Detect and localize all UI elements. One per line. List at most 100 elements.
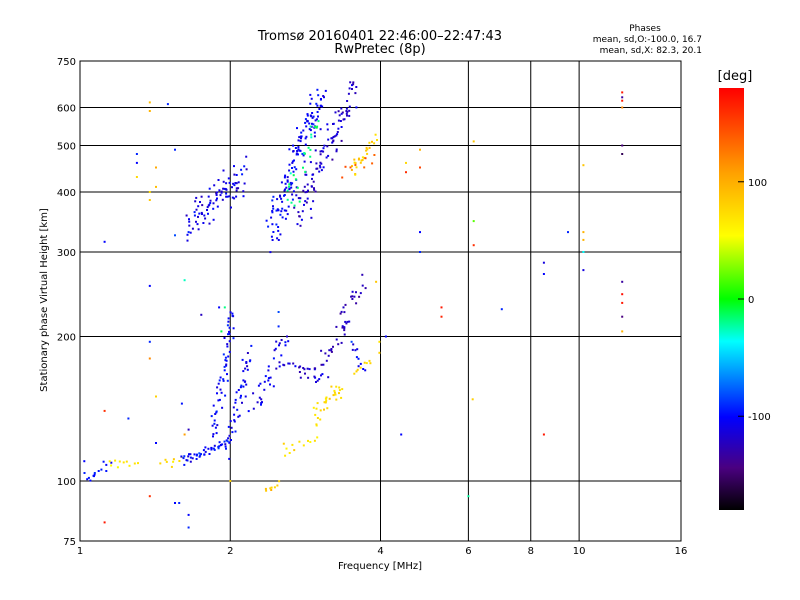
data-point [222, 378, 225, 381]
data-point [220, 444, 222, 447]
data-point [300, 137, 302, 140]
data-point [286, 198, 289, 201]
data-point [305, 190, 308, 193]
data-point [148, 101, 151, 104]
data-point [346, 110, 349, 113]
data-point [371, 162, 374, 165]
data-point [227, 177, 230, 180]
data-point [621, 144, 624, 147]
data-point [312, 180, 315, 183]
data-point [271, 210, 274, 212]
data-point [340, 126, 343, 128]
data-point [340, 310, 343, 313]
data-point [285, 447, 288, 450]
data-point [244, 380, 247, 383]
data-point [286, 213, 289, 216]
data-point [233, 165, 235, 168]
data-point [239, 396, 242, 399]
data-point [350, 168, 353, 171]
data-point [318, 108, 321, 110]
data-point [323, 401, 326, 404]
data-point [297, 153, 299, 156]
data-point [376, 139, 378, 141]
data-point [291, 182, 294, 185]
data-point [227, 317, 230, 320]
grid-lines [80, 61, 681, 541]
data-point [344, 303, 347, 306]
data-point [374, 133, 377, 136]
y-tick-label: 200 [57, 333, 76, 344]
data-point [276, 237, 279, 240]
data-point [284, 188, 286, 191]
data-point [333, 389, 336, 392]
data-point [228, 330, 230, 333]
data-point [196, 453, 198, 456]
data-point [283, 194, 286, 196]
x-tick-label: 6 [465, 546, 471, 557]
data-point [281, 216, 284, 219]
data-point [103, 240, 106, 243]
data-point [297, 211, 300, 214]
data-point [285, 209, 288, 212]
data-point [210, 447, 213, 450]
data-point [471, 398, 474, 401]
data-point [345, 112, 348, 115]
data-point [293, 206, 296, 209]
data-point [207, 447, 210, 450]
data-point [400, 433, 403, 436]
data-point [224, 359, 227, 362]
data-point [297, 148, 300, 151]
data-point [295, 194, 298, 197]
data-point [327, 354, 330, 357]
data-point [326, 123, 329, 126]
data-point [336, 133, 339, 136]
data-point [340, 341, 343, 344]
data-point [334, 111, 337, 114]
data-point [217, 179, 220, 181]
data-point [214, 426, 217, 429]
data-point [275, 340, 278, 343]
data-point [240, 168, 243, 171]
data-point [344, 320, 347, 323]
data-point [267, 365, 270, 368]
data-point [621, 96, 624, 99]
data-point [201, 204, 204, 207]
data-point [440, 306, 443, 309]
data-point [224, 394, 227, 397]
data-point [189, 231, 192, 234]
data-point [187, 513, 190, 516]
data-point [288, 452, 291, 454]
data-point [275, 223, 278, 226]
data-point [220, 391, 223, 394]
data-point [335, 134, 338, 137]
data-point [307, 439, 309, 442]
data-point [313, 375, 316, 378]
data-point [223, 440, 226, 443]
data-point [196, 223, 199, 226]
data-point [283, 189, 286, 192]
data-point [195, 220, 197, 223]
data-point [114, 459, 117, 462]
data-point [203, 214, 206, 217]
data-point [304, 372, 306, 375]
data-point [224, 445, 227, 448]
data-point [315, 407, 318, 410]
data-point [320, 162, 323, 165]
data-point [355, 86, 358, 88]
data-point [284, 344, 287, 347]
data-point [204, 446, 207, 449]
data-point [326, 128, 329, 131]
data-point [340, 107, 343, 110]
data-point [307, 146, 310, 149]
data-point [308, 128, 311, 131]
data-point [288, 187, 291, 190]
data-point [228, 457, 231, 460]
data-point [295, 152, 298, 155]
data-point [242, 195, 245, 198]
data-point [315, 424, 318, 427]
data-point [323, 96, 325, 99]
data-point [567, 231, 569, 234]
data-point [366, 152, 369, 155]
data-point [348, 320, 351, 323]
data-point [231, 186, 233, 189]
